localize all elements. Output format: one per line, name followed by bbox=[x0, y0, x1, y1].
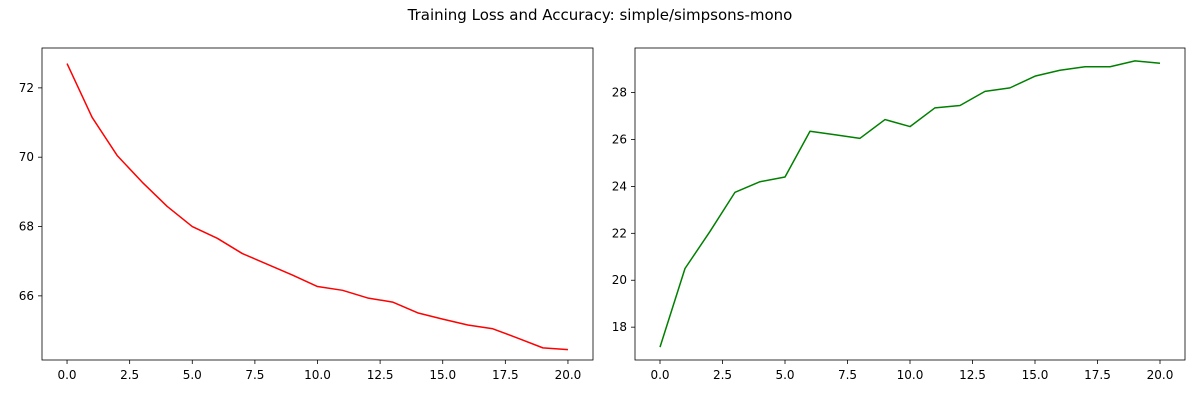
accuracy-y-tick-label: 20 bbox=[612, 273, 627, 287]
loss-x-tick-label: 0.0 bbox=[57, 368, 76, 382]
accuracy-x-tick-label: 5.0 bbox=[775, 368, 794, 382]
loss-x-tick-label: 5.0 bbox=[183, 368, 202, 382]
loss-y-tick-label: 70 bbox=[19, 150, 34, 164]
loss-x-tick-label: 10.0 bbox=[304, 368, 331, 382]
accuracy-x-tick-label: 15.0 bbox=[1022, 368, 1049, 382]
accuracy-x-tick-label: 0.0 bbox=[650, 368, 669, 382]
figure-title: Training Loss and Accuracy: simple/simps… bbox=[407, 6, 793, 24]
loss-axes-frame bbox=[41, 47, 594, 361]
accuracy-y-tick-label: 18 bbox=[612, 320, 627, 334]
accuracy-x-tick-label: 2.5 bbox=[713, 368, 732, 382]
accuracy-x-tick-label: 12.5 bbox=[959, 368, 986, 382]
accuracy-y-tick-label: 28 bbox=[612, 86, 627, 100]
loss-x-tick-label: 15.0 bbox=[429, 368, 456, 382]
accuracy-x-tick-label: 10.0 bbox=[897, 368, 924, 382]
accuracy-axes-frame bbox=[634, 47, 1186, 361]
loss-y-tick-label: 72 bbox=[19, 81, 34, 95]
loss-y-tick-label: 66 bbox=[19, 289, 34, 303]
accuracy-x-tick-label: 7.5 bbox=[838, 368, 857, 382]
loss-x-tick-label: 12.5 bbox=[367, 368, 394, 382]
loss-chart: 0.0 2.5 5.0 7.5 10.0 12.5 15.0 17.5 20.0 66 68 70 72 bbox=[19, 47, 594, 382]
loss-x-tick-label: 20.0 bbox=[555, 368, 582, 382]
loss-y-tick-label: 68 bbox=[19, 220, 34, 234]
loss-x-tick-label: 7.5 bbox=[245, 368, 264, 382]
accuracy-x-tick-label: 17.5 bbox=[1084, 368, 1111, 382]
accuracy-y-tick-label: 24 bbox=[612, 179, 627, 193]
loss-x-tick-label: 17.5 bbox=[492, 368, 519, 382]
accuracy-x-tick-label: 20.0 bbox=[1147, 368, 1174, 382]
accuracy-y-tick-label: 22 bbox=[612, 226, 627, 240]
accuracy-y-tick-label: 26 bbox=[612, 132, 627, 146]
accuracy-chart: 0.0 2.5 5.0 7.5 10.0 12.5 15.0 17.5 20.0 18 20 22 24… bbox=[612, 47, 1186, 382]
accuracy-series-line bbox=[659, 60, 1161, 348]
loss-series-line bbox=[66, 63, 569, 351]
loss-x-tick-label: 2.5 bbox=[120, 368, 139, 382]
